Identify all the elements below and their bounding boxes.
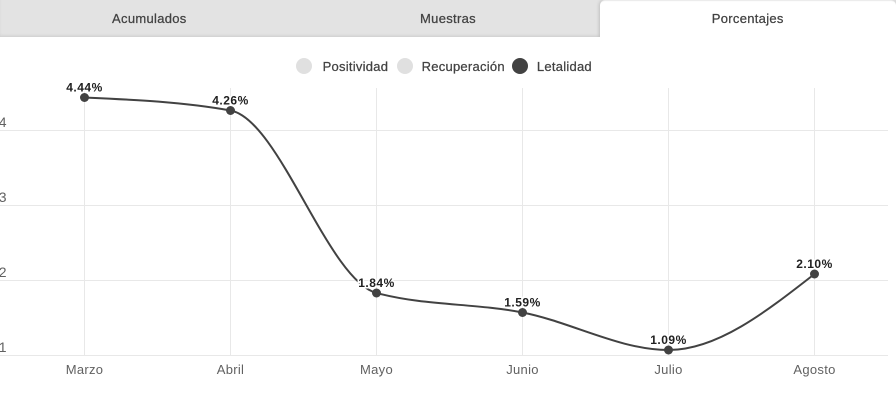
svg-text:4.26%: 4.26%: [212, 94, 249, 108]
svg-text:1.59%: 1.59%: [504, 296, 541, 310]
svg-text:1.09%: 1.09%: [650, 333, 687, 347]
svg-text:Mayo: Mayo: [360, 362, 393, 377]
svg-text:1.84%: 1.84%: [358, 276, 395, 290]
svg-text:4: 4: [0, 114, 7, 130]
svg-text:Julio: Julio: [654, 362, 682, 377]
svg-text:2.10%: 2.10%: [796, 257, 833, 271]
svg-text:3: 3: [0, 189, 7, 205]
svg-text:1: 1: [0, 339, 7, 355]
svg-text:Junio: Junio: [506, 362, 539, 377]
svg-text:Marzo: Marzo: [66, 362, 104, 377]
svg-text:4.44%: 4.44%: [66, 81, 103, 95]
svg-text:Abril: Abril: [217, 362, 245, 377]
svg-text:Agosto: Agosto: [793, 362, 835, 377]
svg-text:2: 2: [0, 264, 7, 280]
